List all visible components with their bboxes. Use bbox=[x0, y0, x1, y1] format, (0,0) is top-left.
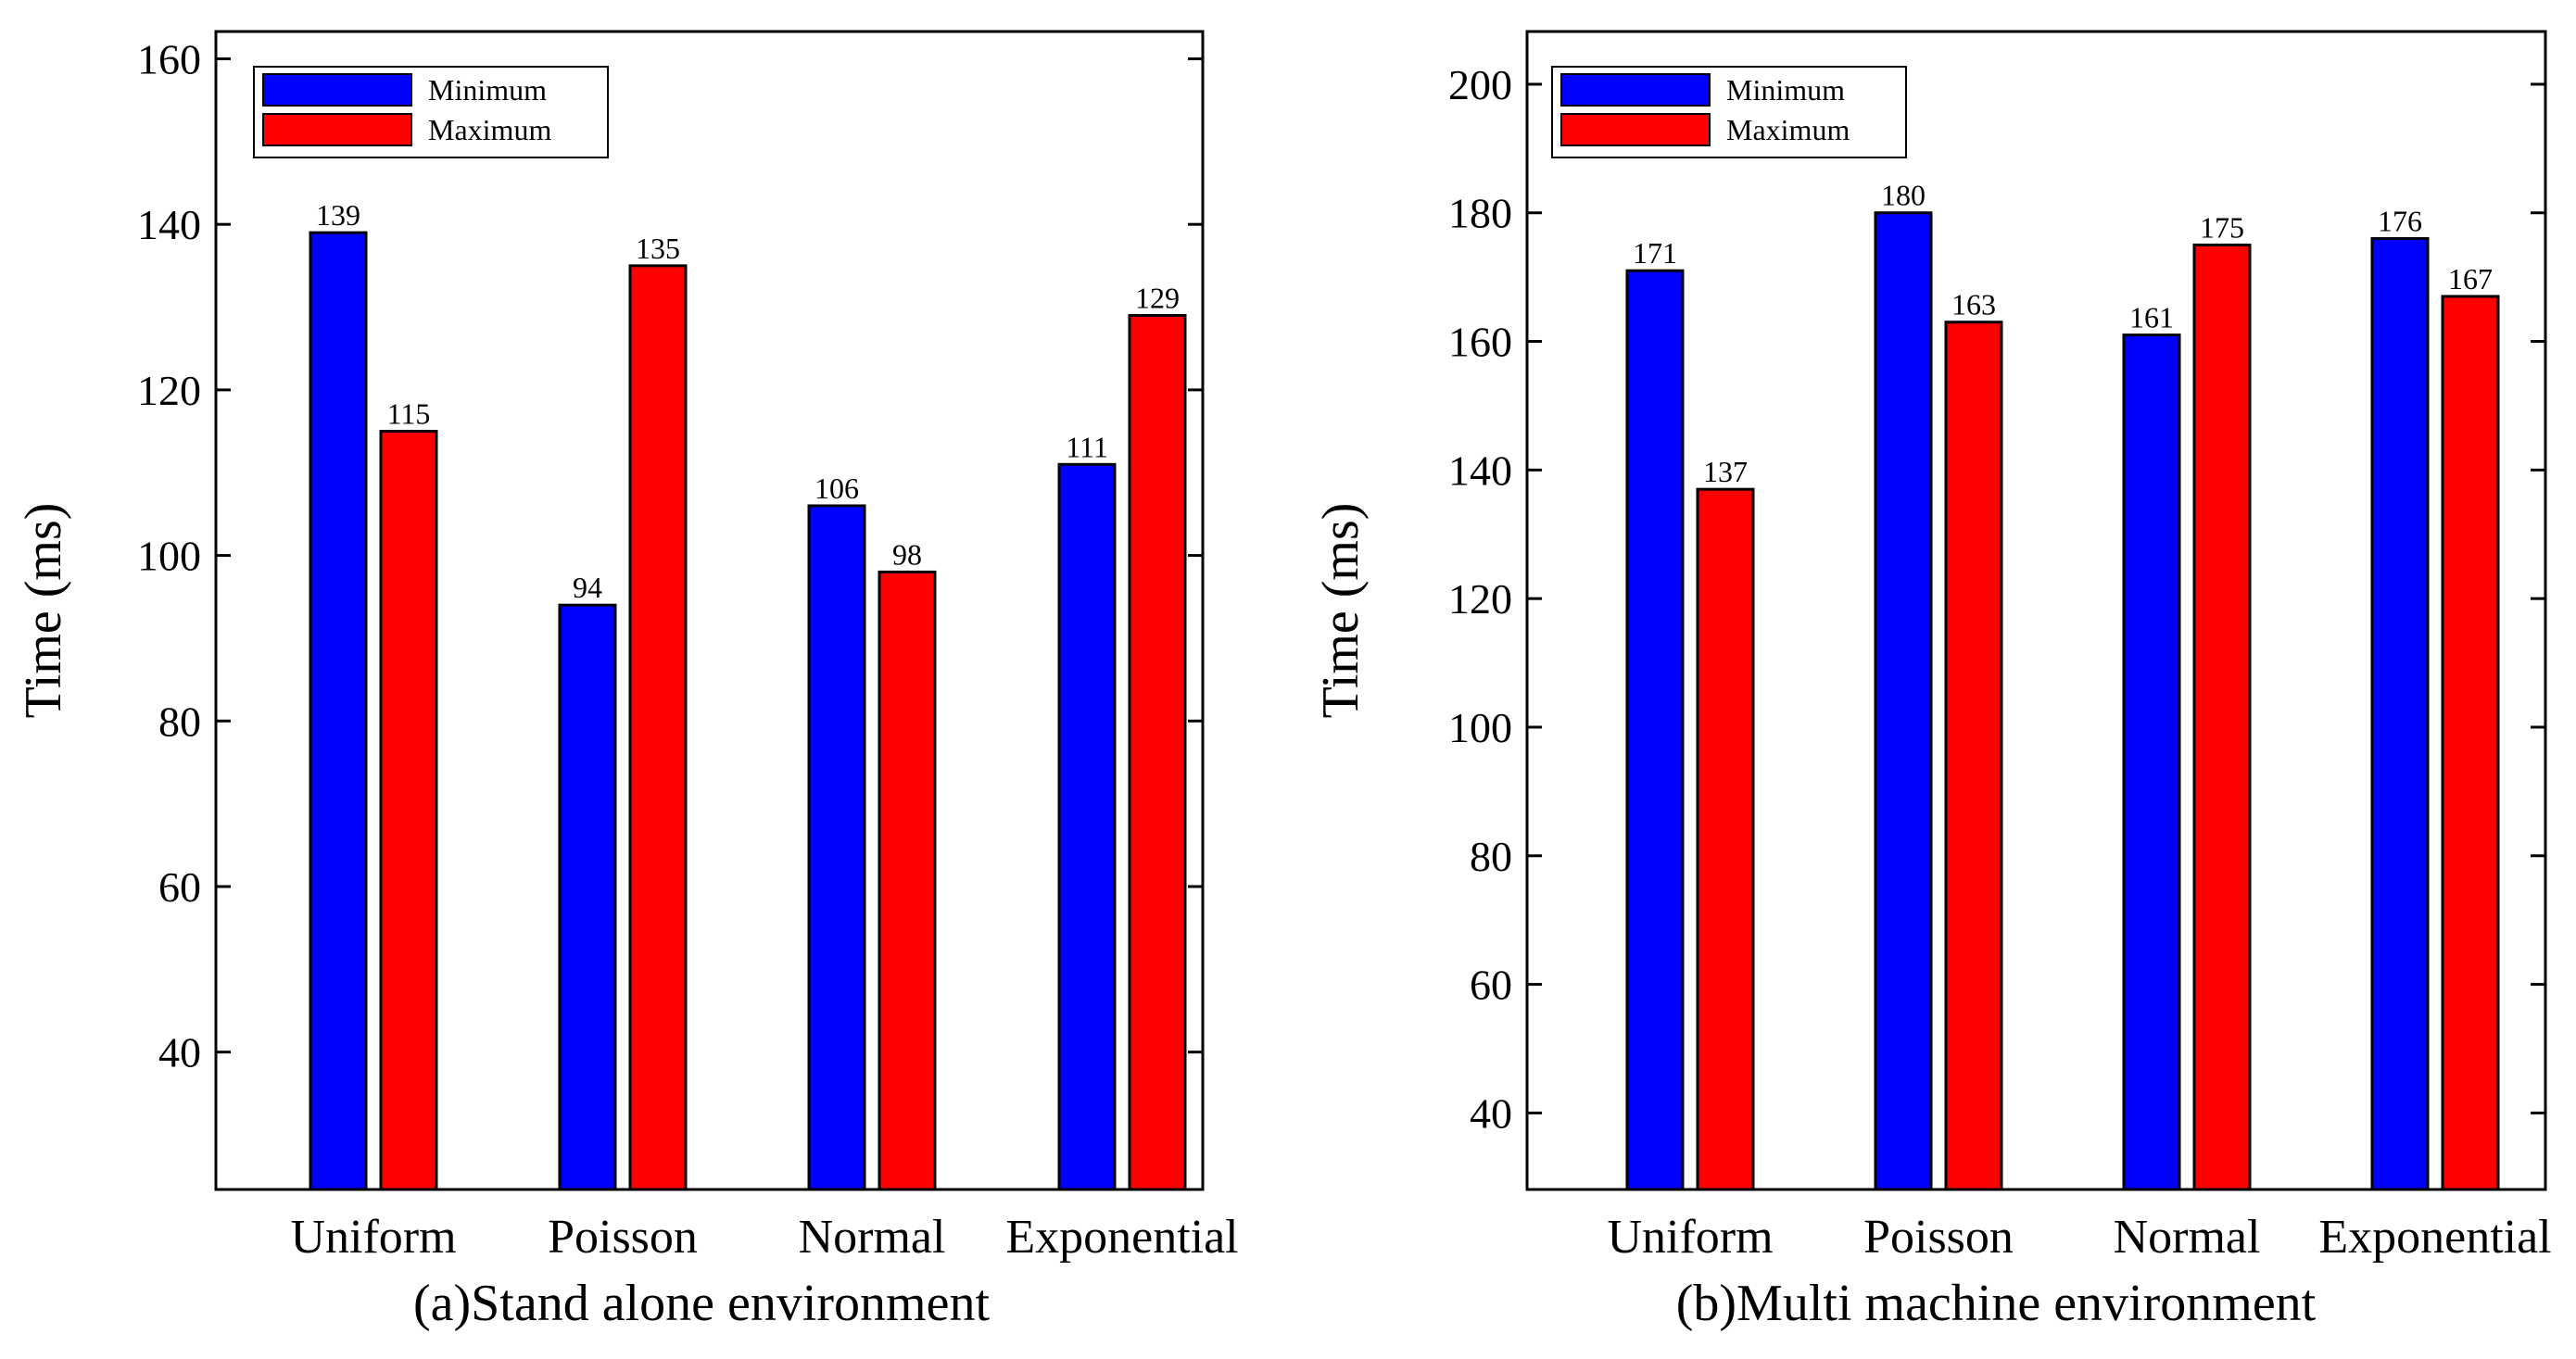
y-tick-label: 80 bbox=[1470, 833, 1512, 880]
legend-swatch-maximum bbox=[1560, 113, 1711, 146]
legend-label-minimum: Minimum bbox=[1726, 73, 1845, 107]
bar-minimum-poisson bbox=[1874, 211, 1933, 1191]
bar-minimum-exponential bbox=[2370, 236, 2430, 1191]
data-label: 137 bbox=[1703, 455, 1748, 488]
bar-maximum-normal bbox=[878, 570, 937, 1191]
y-tick-label: 120 bbox=[137, 367, 201, 414]
data-label: 106 bbox=[814, 472, 859, 505]
y-tick-label: 160 bbox=[137, 35, 201, 82]
y-axis-title: Time (ms) bbox=[15, 503, 72, 719]
y-tick-label: 60 bbox=[158, 863, 201, 911]
category-label: Normal bbox=[2114, 1211, 2261, 1264]
bar-maximum-exponential bbox=[2441, 295, 2500, 1191]
bar-maximum-exponential bbox=[1128, 313, 1187, 1191]
legend-swatch-maximum bbox=[262, 113, 412, 146]
y-tick-label: 160 bbox=[1448, 319, 1512, 366]
bar-maximum-normal bbox=[2192, 243, 2252, 1191]
bar-maximum-poisson bbox=[628, 264, 688, 1191]
data-label: 98 bbox=[892, 537, 922, 571]
bar-maximum-uniform bbox=[1696, 487, 1755, 1191]
category-label: Uniform bbox=[290, 1211, 456, 1264]
category-label: Exponential bbox=[1005, 1211, 1238, 1264]
y-tick-label: 40 bbox=[1470, 1089, 1512, 1137]
data-label: 175 bbox=[2200, 210, 2244, 244]
bar-minimum-uniform bbox=[309, 231, 368, 1191]
data-label: 115 bbox=[387, 397, 431, 431]
legend-label-minimum: Minimum bbox=[428, 73, 547, 107]
bar-maximum-poisson bbox=[1944, 321, 2003, 1191]
data-label: 161 bbox=[2129, 301, 2174, 334]
chart-panel-a: 40 60 80 100 120 140 160 139 115 Uniform 94 135 Pois… bbox=[15, 30, 1239, 1332]
legend-label-maximum: Maximum bbox=[1726, 113, 1850, 146]
chart-panel-b: 40 60 80 100 120 140 160 180 200 171 137 Uniform 180… bbox=[1312, 30, 2552, 1332]
legend-swatch-minimum bbox=[262, 73, 412, 107]
data-label: 163 bbox=[1951, 288, 1996, 321]
y-tick-label: 180 bbox=[1448, 190, 1512, 237]
data-label: 176 bbox=[2378, 204, 2422, 237]
chart-caption: (a)Stand alone environment bbox=[413, 1275, 990, 1332]
bar-minimum-uniform bbox=[1625, 269, 1685, 1191]
axes-box bbox=[214, 30, 1205, 1191]
data-label: 180 bbox=[1881, 179, 1926, 212]
axes-box bbox=[1525, 30, 2547, 1191]
legend-label-maximum: Maximum bbox=[428, 113, 551, 146]
category-label: Exponential bbox=[2318, 1211, 2551, 1264]
data-label: 94 bbox=[573, 571, 602, 604]
legend-swatch-minimum bbox=[1560, 73, 1711, 107]
y-tick-label: 60 bbox=[1470, 962, 1512, 1009]
category-label: Normal bbox=[799, 1211, 946, 1264]
y-tick-label: 120 bbox=[1448, 575, 1512, 623]
bar-minimum-poisson bbox=[558, 603, 617, 1191]
y-tick-label: 140 bbox=[1448, 447, 1512, 494]
bar-minimum-normal bbox=[807, 504, 866, 1191]
category-label: Poisson bbox=[548, 1211, 698, 1264]
y-axis-title: Time (ms) bbox=[1312, 503, 1370, 719]
data-label: 139 bbox=[316, 198, 360, 232]
data-label: 111 bbox=[1066, 430, 1108, 463]
y-tick-label: 80 bbox=[158, 698, 201, 745]
data-label: 171 bbox=[1633, 236, 1677, 270]
category-label: Uniform bbox=[1607, 1211, 1773, 1264]
y-tick-label: 100 bbox=[137, 533, 201, 580]
data-label: 129 bbox=[1135, 281, 1180, 314]
y-tick-label: 40 bbox=[158, 1029, 201, 1076]
y-tick-label: 200 bbox=[1448, 61, 1512, 108]
bar-minimum-normal bbox=[2122, 333, 2181, 1191]
data-label: 167 bbox=[2448, 262, 2493, 296]
y-tick-label: 100 bbox=[1448, 704, 1512, 751]
data-label: 135 bbox=[636, 232, 680, 265]
bar-minimum-exponential bbox=[1057, 462, 1117, 1191]
y-tick-label: 140 bbox=[137, 201, 201, 248]
chart-caption: (b)Multi machine environment bbox=[1676, 1275, 2317, 1332]
bar-maximum-uniform bbox=[379, 430, 438, 1191]
category-label: Poisson bbox=[1863, 1211, 2014, 1264]
